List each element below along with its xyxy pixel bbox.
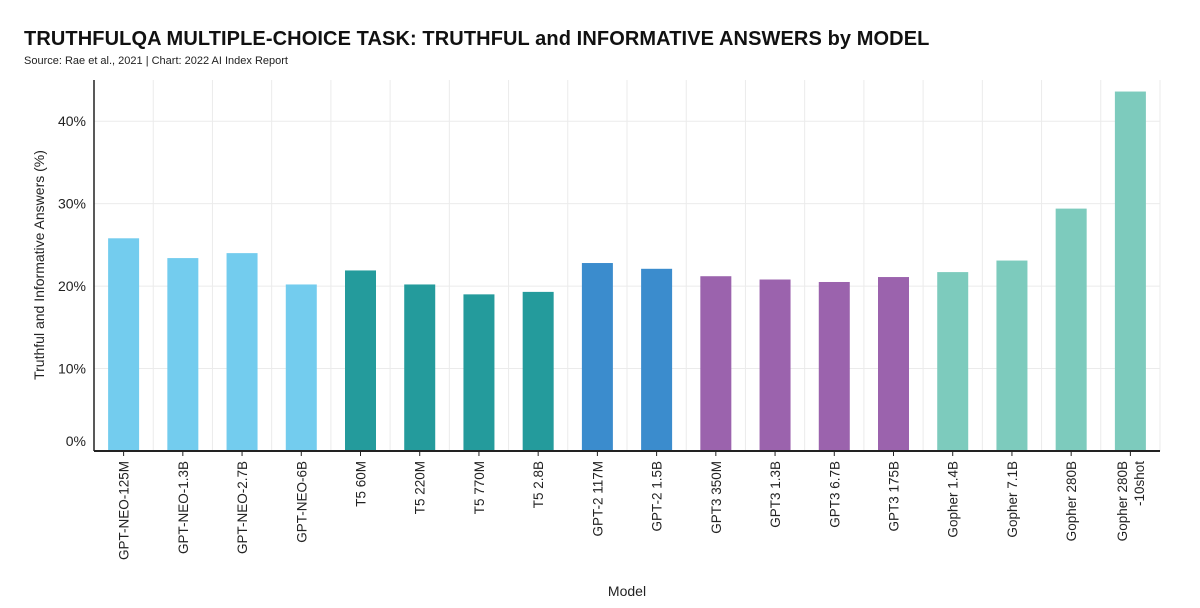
x-tick-label: GPT-NEO-1.3B (176, 461, 191, 554)
bar (345, 270, 376, 451)
bars (108, 91, 1146, 451)
x-tick-label: -10shot (1132, 461, 1147, 506)
y-axis-title: Truthful and Informative Answers (%) (31, 150, 47, 380)
x-axis-title: Model (608, 583, 646, 599)
chart-subtitle: Source: Rae et al., 2021 | Chart: 2022 A… (24, 55, 288, 67)
x-tick-label: GPT3 175B (887, 461, 902, 532)
x-tick-label: T5 60M (354, 461, 369, 507)
bar (463, 294, 495, 451)
bar (581, 263, 613, 451)
x-tick-label: GPT-2 117M (590, 461, 605, 537)
bar (404, 284, 436, 451)
bar (641, 268, 673, 451)
x-tick-label: Gopher 1.4B (946, 461, 961, 538)
bar (759, 279, 791, 451)
bar (167, 258, 199, 451)
bar (108, 238, 140, 451)
x-tick-label: GPT3 1.3B (768, 461, 783, 528)
x-tick-label: GPT3 6.7B (827, 461, 842, 528)
bar (285, 284, 317, 451)
bar (1055, 208, 1087, 451)
bar (818, 281, 850, 451)
x-tick-label: GPT-NEO-125M (117, 461, 132, 560)
x-tick-label: T5 770M (472, 461, 487, 514)
bar (226, 253, 258, 451)
bar (878, 277, 909, 451)
bar (996, 260, 1028, 451)
x-tick-label: GPT3 350M (709, 461, 724, 534)
x-tick-label: T5 2.8B (531, 461, 546, 508)
bar (1114, 91, 1146, 451)
x-tick-label: T5 220M (413, 461, 428, 514)
y-tick-label: 0% (66, 433, 86, 449)
x-tick-label: Gopher 280B (1064, 461, 1079, 541)
y-tick-label: 30% (58, 196, 86, 212)
tick-labels: 0% 10% 20% 30% 40% GPT-NEO-125M GPT-NEO-1.3B GP… (58, 113, 1147, 560)
y-tick-label: 10% (58, 361, 86, 377)
y-tick-label: 40% (58, 113, 86, 129)
axes (93, 80, 1160, 456)
bar (522, 291, 554, 451)
x-tick-label: Gopher 7.1B (1005, 461, 1020, 538)
x-tick-label: GPT-2 1.5B (650, 461, 665, 532)
chart-title: TRUTHFULQA MULTIPLE-CHOICE TASK: TRUTHFU… (24, 28, 930, 50)
bar (700, 276, 732, 451)
bar (937, 272, 969, 451)
x-tick-label: GPT-NEO-2.7B (235, 461, 250, 554)
x-tick-label: GPT-NEO-6B (294, 461, 309, 543)
y-tick-label: 20% (58, 278, 86, 294)
x-tick-label: Gopher 280B (1115, 461, 1130, 541)
gridlines (93, 80, 1161, 451)
